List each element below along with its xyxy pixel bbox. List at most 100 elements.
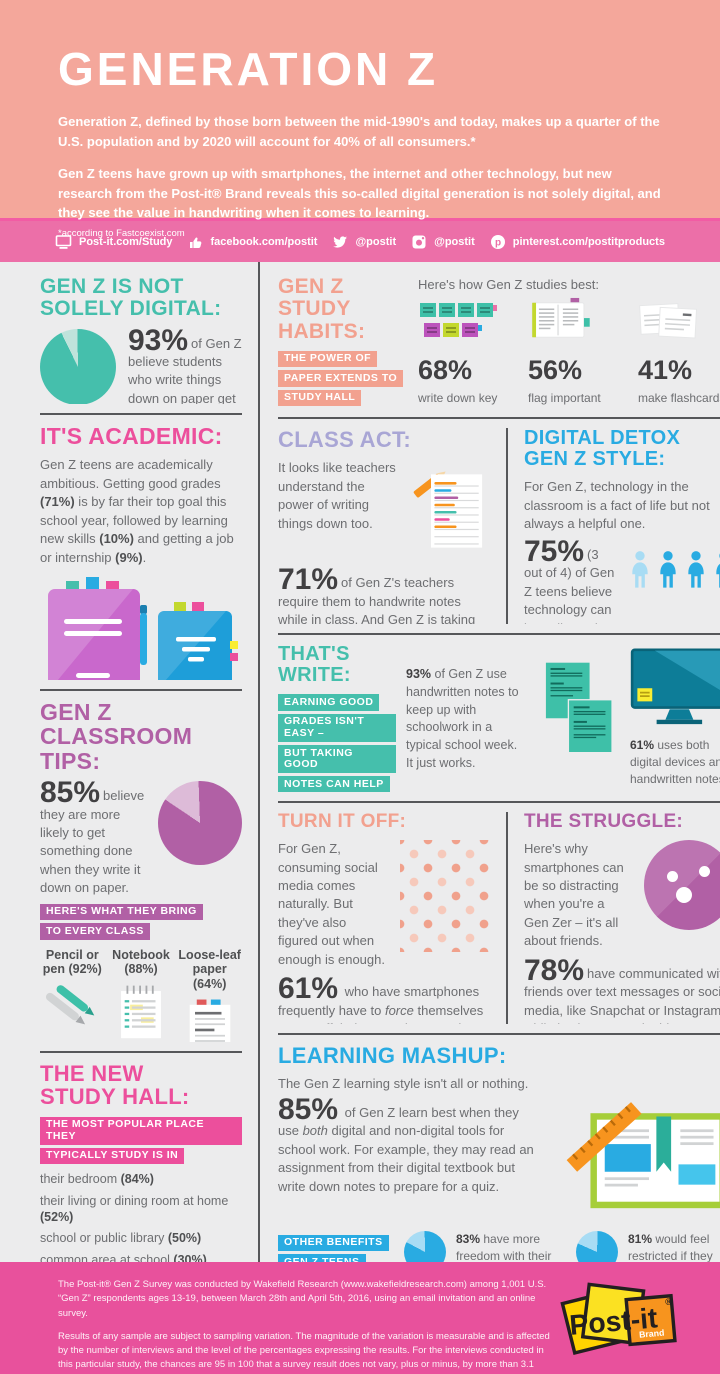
- section-turnoff-struggle: TURN IT OFF: For Gen Z, consuming social…: [278, 812, 720, 1024]
- section-the-struggle: THE STRUGGLE: Here's why smartphones can…: [506, 812, 720, 1024]
- section-class-act: CLASS ACT: It looks like teachers unders…: [278, 428, 506, 624]
- stat-text: 61% uses both digital devices and handwr…: [630, 738, 720, 787]
- body: GEN Z IS NOT SOLELY DIGITAL: 93% of Gen Z …: [0, 262, 720, 1262]
- section-title: LEARNING MASHUP:: [278, 1044, 507, 1068]
- twitter-icon: [332, 234, 348, 250]
- social-link-pinterest[interactable]: p pinterest.com/postitproducts: [490, 234, 665, 250]
- page-title: GENERATION Z: [58, 43, 439, 95]
- stat-book: 56% flag important information in a book…: [528, 298, 624, 408]
- tag-banner: THE MOST POPULAR PLACE THEY TYPICALLY ST…: [40, 1116, 242, 1165]
- item-pencil-or-pen: Pencil or pen (92%): [40, 948, 105, 1042]
- section-study-habits: GEN Z STUDY HABITS: THE POWER OF PAPER EXT…: [278, 262, 720, 408]
- section-title: IT'S ACADEMIC:: [40, 424, 223, 449]
- divider: [40, 413, 242, 415]
- section-thats-write: THAT'S WRITE: EARNING GOOD GRADES ISN'T E…: [278, 644, 720, 792]
- divider: [278, 1033, 720, 1035]
- svg-text:Post-it: Post-it: [568, 1302, 659, 1342]
- stat-text: 78%have communicated with friends over t…: [524, 953, 720, 1024]
- header-paragraph-1: Generation Z, defined by those born betw…: [58, 114, 660, 149]
- social-bar: Post-it.com/Study facebook.com/postit @p…: [0, 218, 720, 262]
- dots-pattern: [400, 840, 492, 953]
- section-title: THE NEW STUDY HALL:: [40, 1062, 190, 1110]
- open-book-icon: [528, 297, 592, 348]
- section-title: GEN Z STUDY HABITS:: [278, 275, 366, 343]
- notebooks-illustration: [40, 575, 242, 680]
- divider: [40, 689, 242, 691]
- facebook-thumb-icon: [188, 234, 204, 250]
- person-icon: [688, 550, 704, 588]
- pie-chart-83-percent: [404, 1230, 446, 1262]
- section-title: THAT'S WRITE:: [278, 644, 351, 687]
- social-link-instagram[interactable]: @postit: [411, 234, 475, 250]
- section-title: THE STRUGGLE:: [524, 812, 684, 832]
- pie-chart-93-percent: [40, 328, 116, 404]
- tag-banner: OTHER BENEFITS GEN Z TEENS SEE IN WRITIN…: [278, 1231, 390, 1262]
- stat-text: 71% of Gen Z's teachers require them to h…: [278, 563, 476, 624]
- pinterest-icon: p: [490, 234, 506, 250]
- flashcards-icon: [638, 299, 700, 348]
- notebook-icon: [117, 985, 165, 1042]
- section-text: Gen Z teens are academically ambitious. …: [40, 457, 234, 565]
- tag-banner: HERE'S WHAT THEY BRING TO EVERY CLASS: [40, 903, 242, 940]
- footer: The Post-it® Gen Z Survey was conducted …: [0, 1262, 720, 1374]
- tag-banner: THE POWER OF PAPER EXTENDS TO STUDY HALL: [278, 350, 404, 407]
- stat-text: 61% who have smartphones frequently have…: [278, 972, 484, 1024]
- section-intro: For Gen Z, consuming social media comes …: [278, 841, 385, 967]
- stat-text: 93% of Gen Z use handwritten notes to ke…: [406, 667, 519, 770]
- section-classroom-tips: GEN Z CLASSROOM TIPS: 85% believe they are…: [40, 700, 242, 1042]
- stat-text: 75% (3 out of 4) of Gen Z teens believe t…: [524, 534, 615, 624]
- tag-banner: EARNING GOOD GRADES ISN'T EASY – BUT TAK…: [278, 694, 396, 792]
- class-items-row-1: Pencil or pen (92%) Notebook (88%) Loose…: [40, 948, 242, 1042]
- section-intro: For Gen Z, technology in the classroom i…: [524, 479, 710, 532]
- pie-chart-85-percent: [158, 781, 242, 866]
- divider: [278, 633, 720, 635]
- section-learning-mashup: LEARNING MASHUP: The Gen Z learning styl…: [278, 1044, 720, 1262]
- handwritten-notes-illustration: [534, 662, 620, 778]
- surprised-face-icon: [644, 840, 720, 931]
- stat-text: 85% of Gen Z learn best when they use bo…: [278, 1092, 534, 1194]
- monitor-icon: [630, 648, 720, 736]
- social-link-facebook[interactable]: facebook.com/postit: [188, 234, 317, 250]
- pens-icon: [43, 984, 101, 1040]
- section-new-study-hall: THE NEW STUDY HALL: THE MOST POPULAR PLAC…: [40, 1062, 242, 1262]
- header-paragraph-2: Gen Z teens have grown up with smartphon…: [58, 166, 661, 220]
- list-item: common area at school (30%): [40, 1252, 207, 1262]
- sticky-grid-icon: [418, 301, 498, 348]
- svg-text:®: ®: [665, 1297, 674, 1309]
- section-turn-it-off: TURN IT OFF: For Gen Z, consuming social…: [278, 812, 506, 1024]
- notepad-pencil-illustration: [410, 459, 492, 562]
- stat-text: 81% would feel restricted if they could …: [628, 1231, 713, 1262]
- svg-text:Brand: Brand: [639, 1328, 665, 1340]
- person-icon: [632, 550, 648, 588]
- person-icon: [660, 550, 676, 588]
- social-link-twitter[interactable]: @postit: [332, 234, 396, 250]
- people-icons: [630, 540, 720, 590]
- list-item: their living or dining room at home (52%…: [40, 1193, 229, 1224]
- svg-text:p: p: [495, 237, 501, 248]
- section-title: DIGITAL DETOX GEN Z STYLE:: [524, 428, 681, 471]
- social-link-website[interactable]: Post-it.com/Study: [55, 234, 173, 250]
- section-class-act-detox: CLASS ACT: It looks like teachers unders…: [278, 428, 720, 624]
- section-intro: Here's why smartphones can be so distrac…: [524, 841, 624, 949]
- item-notebook: Notebook (88%): [109, 948, 174, 1042]
- section-title: GEN Z IS NOT SOLELY DIGITAL:: [40, 275, 222, 321]
- stat-text: 93% of Gen Z believe students who write t…: [128, 323, 242, 404]
- stat-text: 85% believe they are more likely to get s…: [40, 776, 145, 896]
- pie-chart-81-percent: [576, 1230, 618, 1262]
- header-footnote: *according to Fastcoexist.com: [58, 227, 185, 239]
- section-title: CLASS ACT:: [278, 428, 411, 452]
- person-icon: [716, 553, 720, 588]
- section-not-solely-digital: GEN Z IS NOT SOLELY DIGITAL: 93% of Gen Z …: [40, 262, 242, 404]
- section-title: TURN IT OFF:: [278, 812, 407, 832]
- left-column: GEN Z IS NOT SOLELY DIGITAL: 93% of Gen Z …: [40, 262, 260, 1262]
- section-its-academic: IT'S ACADEMIC: Gen Z teens are academica…: [40, 424, 242, 680]
- section-digital-detox: DIGITAL DETOX GEN Z STYLE: For Gen Z, tec…: [506, 428, 720, 624]
- section-title: GEN Z CLASSROOM TIPS:: [40, 700, 193, 774]
- divider: [40, 1051, 242, 1053]
- footer-methodology: The Post-it® Gen Z Survey was conducted …: [58, 1279, 547, 1319]
- benefit-83: 83% have more freedom with their note-ta…: [404, 1230, 562, 1262]
- header: GENERATION Z Generation Z, defined by th…: [0, 0, 720, 239]
- right-column: GEN Z STUDY HABITS: THE POWER OF PAPER EXT…: [260, 262, 720, 1262]
- stat-sticky-notes: 68% write down key points on paper or st…: [418, 302, 514, 408]
